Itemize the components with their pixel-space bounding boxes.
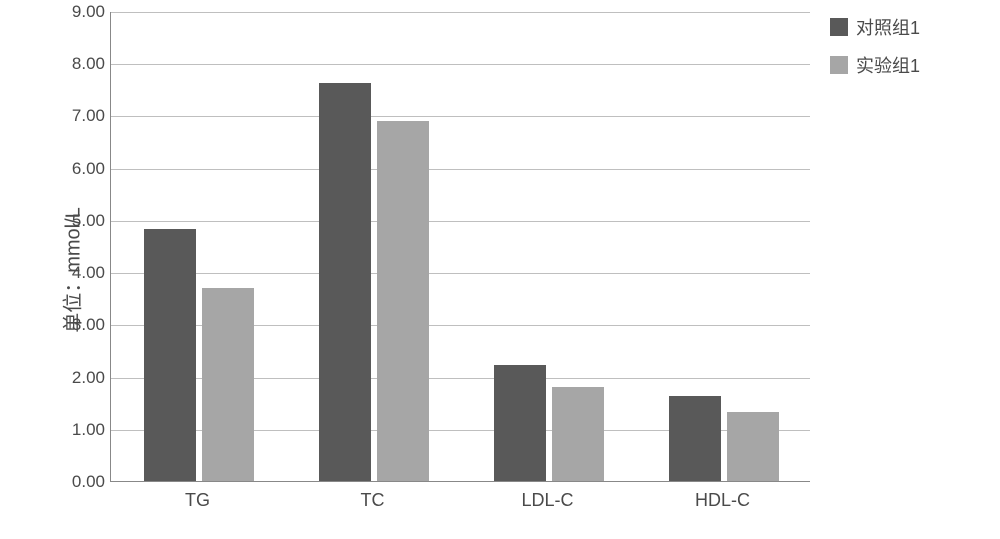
y-tick-label: 2.00 bbox=[50, 368, 105, 388]
y-tick-label: 3.00 bbox=[50, 315, 105, 335]
x-tick-label: TG bbox=[110, 490, 285, 511]
x-tick-label: TC bbox=[285, 490, 460, 511]
chart-container: 单位：mmol/L 对照组1 实验组1 0.001.002.003.004.00… bbox=[0, 0, 1000, 539]
y-tick-label: 8.00 bbox=[50, 54, 105, 74]
legend-swatch-0 bbox=[830, 18, 848, 36]
legend-item-1: 实验组1 bbox=[830, 52, 920, 78]
legend-label-0: 对照组1 bbox=[856, 14, 920, 40]
y-tick-label: 5.00 bbox=[50, 211, 105, 231]
gridline bbox=[111, 169, 810, 170]
y-tick-label: 1.00 bbox=[50, 420, 105, 440]
bar-TG-0 bbox=[144, 229, 196, 481]
bar-TG-1 bbox=[202, 288, 254, 481]
bar-HDL-C-0 bbox=[669, 396, 721, 481]
bar-TC-1 bbox=[377, 121, 429, 481]
legend: 对照组1 实验组1 bbox=[830, 14, 920, 90]
gridline bbox=[111, 116, 810, 117]
x-tick-label: LDL-C bbox=[460, 490, 635, 511]
x-tick-label: HDL-C bbox=[635, 490, 810, 511]
bar-LDL-C-1 bbox=[552, 387, 604, 481]
gridline bbox=[111, 64, 810, 65]
legend-item-0: 对照组1 bbox=[830, 14, 920, 40]
bar-HDL-C-1 bbox=[727, 412, 779, 481]
y-tick-label: 0.00 bbox=[50, 472, 105, 492]
y-tick-label: 9.00 bbox=[50, 2, 105, 22]
gridline bbox=[111, 273, 810, 274]
gridline bbox=[111, 12, 810, 13]
legend-label-1: 实验组1 bbox=[856, 52, 920, 78]
y-tick-label: 4.00 bbox=[50, 263, 105, 283]
bar-TC-0 bbox=[319, 83, 371, 481]
plot-area bbox=[110, 12, 810, 482]
gridline bbox=[111, 221, 810, 222]
y-tick-label: 7.00 bbox=[50, 106, 105, 126]
y-tick-label: 6.00 bbox=[50, 159, 105, 179]
legend-swatch-1 bbox=[830, 56, 848, 74]
bar-LDL-C-0 bbox=[494, 365, 546, 481]
